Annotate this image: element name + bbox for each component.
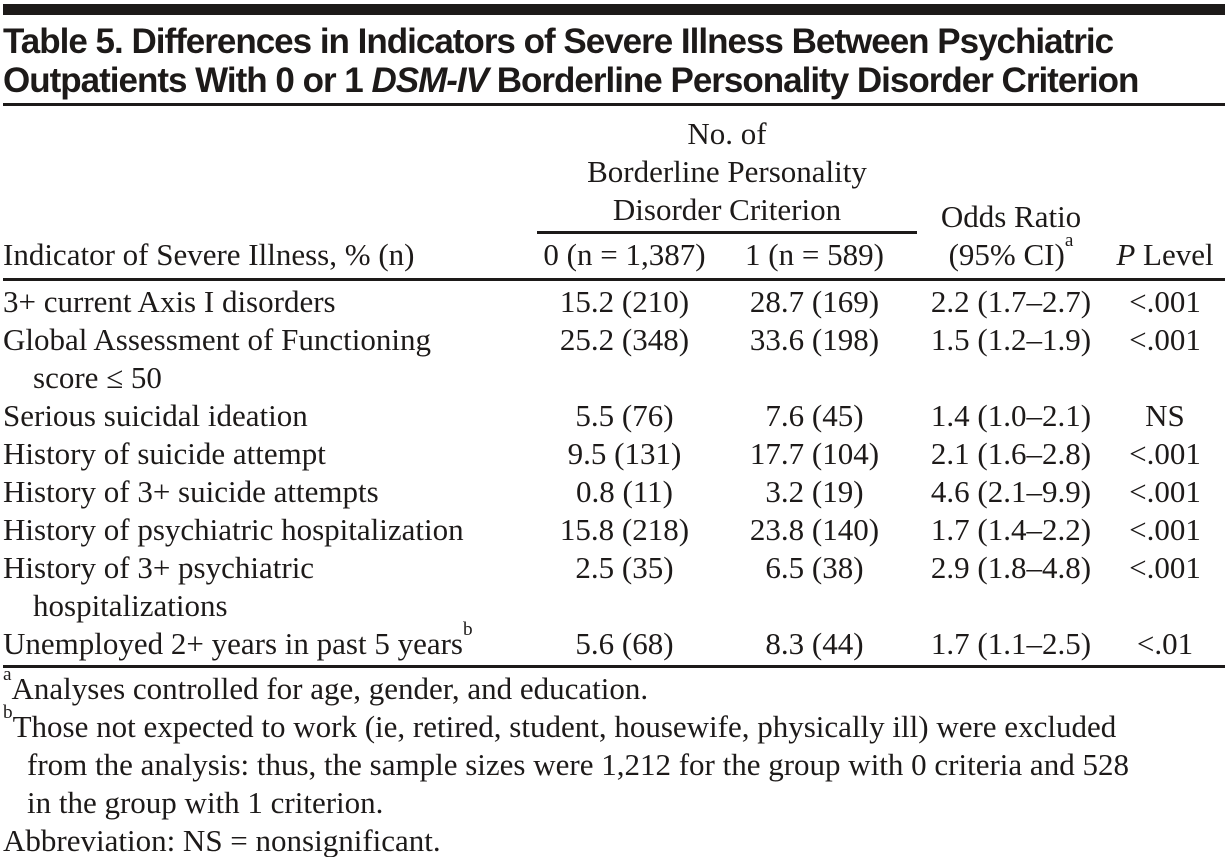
row-label-text: History of 3+ psychiatric xyxy=(3,550,315,585)
row-label-text: History of psychiatric hospitalization xyxy=(3,512,464,547)
row-label-line2: score ≤ 50 xyxy=(33,360,162,395)
cell-p-level: NS xyxy=(1145,398,1185,433)
row-label-text: History of suicide attempt xyxy=(3,436,326,471)
cell-p-level: <.01 xyxy=(1136,626,1194,661)
row-label-text: Global Assessment of Functioning xyxy=(3,322,431,357)
column-header-indicator: Indicator of Severe Illness, % (n) xyxy=(3,237,415,272)
cell-p-level: <.001 xyxy=(1129,322,1201,357)
cell-0-criteria: 15.8 (218) xyxy=(559,512,690,547)
row-label: History of suicide attempt xyxy=(3,435,537,473)
row-label: Serious suicidal ideation xyxy=(3,397,537,435)
footnote-a-text: Analyses controlled for age, gender, and… xyxy=(11,671,649,706)
column-header-0-criteria: 0 (n = 1,387) xyxy=(543,237,706,272)
row-label: 3+ current Axis I disorders xyxy=(3,283,537,321)
top-divider-bar xyxy=(3,4,1225,15)
cell-odds-ratio: 2.9 (1.8–4.8) xyxy=(930,550,1092,585)
cell-odds-ratio: 1.7 (1.4–2.2) xyxy=(930,512,1092,547)
column-subheaders: 0 (n = 1,387) 1 (n = 589) xyxy=(537,234,917,278)
table-row-suicide-attempt: History of suicide attempt 9.5 (131) 17.… xyxy=(3,435,1225,473)
column-header-1-criterion: 1 (n = 589) xyxy=(745,237,884,272)
table-footnotes: aAnalyses controlled for age, gender, an… xyxy=(3,664,1225,857)
footnote-b-text-line1: Those not expected to work (ie, retired,… xyxy=(12,709,1117,744)
column-header-odds-ratio: Odds Ratio (95% CI)a xyxy=(917,198,1105,278)
footnote-b-line1: bThose not expected to work (ie, retired… xyxy=(3,702,1225,746)
table-row-psych-hospitalization: History of psychiatric hospitalization 1… xyxy=(3,511,1225,549)
cell-p-level: <.001 xyxy=(1129,550,1201,585)
title-rule xyxy=(3,103,1225,106)
cell-1-criterion: 28.7 (169) xyxy=(749,284,880,319)
column-group-header-text: No. of Borderline Personality Disorder C… xyxy=(537,115,917,234)
row-label-text: Serious suicidal ideation xyxy=(3,398,308,433)
cell-p-level: <.001 xyxy=(1129,436,1201,471)
footnote-marker-a: a xyxy=(1064,229,1074,251)
cell-0-criteria: 5.5 (76) xyxy=(575,398,674,433)
cell-odds-ratio: 1.7 (1.1–2.5) xyxy=(930,626,1092,661)
row-label: History of psychiatric hospitalization xyxy=(3,511,537,549)
footnote-b-line2: from the analysis: thus, the sample size… xyxy=(27,747,1129,782)
table-title-line2-pre: Outpatients With 0 or 1 xyxy=(3,61,372,100)
cell-p-level: <.001 xyxy=(1129,284,1201,319)
table-title-line1: Table 5. Differences in Indicators of Se… xyxy=(3,22,1114,61)
p-level-italic: P xyxy=(1116,237,1136,272)
cell-odds-ratio: 4.6 (2.1–9.9) xyxy=(930,474,1092,509)
row-label-text: History of 3+ suicide attempts xyxy=(3,474,379,509)
table-title-line2-post: Borderline Personality Disorder Criterio… xyxy=(488,61,1140,100)
footnote-a-marker: a xyxy=(3,663,12,685)
cell-0-criteria: 5.6 (68) xyxy=(575,626,674,661)
p-level-rest: Level xyxy=(1143,237,1214,272)
cell-1-criterion: 6.5 (38) xyxy=(765,550,864,585)
table-row-3plus-hospitalizations: History of 3+ psychiatric hospitalizatio… xyxy=(3,549,1225,625)
cell-1-criterion: 8.3 (44) xyxy=(765,626,864,661)
row-label-line2: hospitalizations xyxy=(33,588,228,623)
table-row-suicidal-ideation: Serious suicidal ideation 5.5 (76) 7.6 (… xyxy=(3,397,1225,435)
row-label-text: Unemployed 2+ years in past 5 years xyxy=(3,626,463,661)
odds-ratio-ci-text: (95% CI) xyxy=(948,237,1065,272)
cell-p-level: <.001 xyxy=(1129,474,1201,509)
footnote-marker-b: b xyxy=(462,618,473,640)
table-row-3plus-suicide-attempts: History of 3+ suicide attempts 0.8 (11) … xyxy=(3,473,1225,511)
odds-ratio-header-line2: (95% CI)a xyxy=(917,230,1105,274)
table-row-unemployed: Unemployed 2+ years in past 5 yearsb 5.6… xyxy=(3,619,1225,663)
cell-1-criterion: 3.2 (19) xyxy=(765,474,864,509)
table-header: Indicator of Severe Illness, % (n) No. o… xyxy=(3,106,1225,281)
footnote-b-marker: b xyxy=(3,701,13,723)
table-row-gaf-score: Global Assessment of Functioning score ≤… xyxy=(3,321,1225,397)
row-label: Unemployed 2+ years in past 5 yearsb xyxy=(3,619,537,663)
table-row-axis-i-disorders: 3+ current Axis I disorders 15.2 (210) 2… xyxy=(3,283,1225,321)
cell-1-criterion: 7.6 (45) xyxy=(765,398,864,433)
row-label: Global Assessment of Functioning score ≤… xyxy=(3,321,537,397)
table-title-dsm-iv-italic: DSM-IV xyxy=(371,61,489,100)
row-label: History of 3+ psychiatric hospitalizatio… xyxy=(3,549,537,625)
cell-1-criterion: 33.6 (198) xyxy=(749,322,880,357)
cell-0-criteria: 9.5 (131) xyxy=(567,436,682,471)
column-header-p-level: P Level xyxy=(1105,236,1225,278)
footnote-a: aAnalyses controlled for age, gender, an… xyxy=(3,664,1225,708)
cell-0-criteria: 0.8 (11) xyxy=(576,474,673,509)
odds-ratio-header-line1: Odds Ratio xyxy=(940,199,1082,234)
cell-1-criterion: 17.7 (104) xyxy=(749,436,880,471)
cell-odds-ratio: 2.2 (1.7–2.7) xyxy=(930,284,1092,319)
abbreviation-note: Abbreviation: NS = nonsignificant. xyxy=(3,823,441,857)
table-title-line2: Outpatients With 0 or 1 DSM-IV Borderlin… xyxy=(3,61,1225,100)
cell-odds-ratio: 1.5 (1.2–1.9) xyxy=(930,322,1092,357)
row-label: History of 3+ suicide attempts xyxy=(3,473,537,511)
footnote-b-line3: in the group with 1 criterion. xyxy=(27,785,384,820)
cell-0-criteria: 25.2 (348) xyxy=(559,322,690,357)
cell-0-criteria: 15.2 (210) xyxy=(559,284,690,319)
cell-odds-ratio: 2.1 (1.6–2.8) xyxy=(930,436,1092,471)
row-label-text: 3+ current Axis I disorders xyxy=(3,284,336,319)
table-title: Table 5. Differences in Indicators of Se… xyxy=(3,22,1225,100)
cell-odds-ratio: 1.4 (1.0–2.1) xyxy=(930,398,1092,433)
cell-1-criterion: 23.8 (140) xyxy=(749,512,880,547)
cell-0-criteria: 2.5 (35) xyxy=(575,550,674,585)
table-body: 3+ current Axis I disorders 15.2 (210) 2… xyxy=(3,281,1225,668)
column-group-bpd-criterion: No. of Borderline Personality Disorder C… xyxy=(537,115,917,278)
cell-p-level: <.001 xyxy=(1129,512,1201,547)
